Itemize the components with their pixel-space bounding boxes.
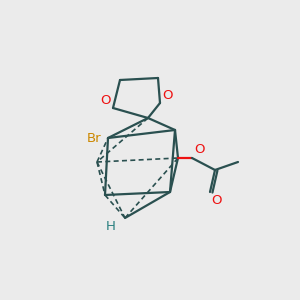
Text: Br: Br xyxy=(86,131,101,145)
Text: O: O xyxy=(211,194,221,207)
Text: O: O xyxy=(194,143,205,156)
Text: H: H xyxy=(106,220,116,233)
Text: O: O xyxy=(162,89,172,102)
Text: O: O xyxy=(100,94,111,107)
